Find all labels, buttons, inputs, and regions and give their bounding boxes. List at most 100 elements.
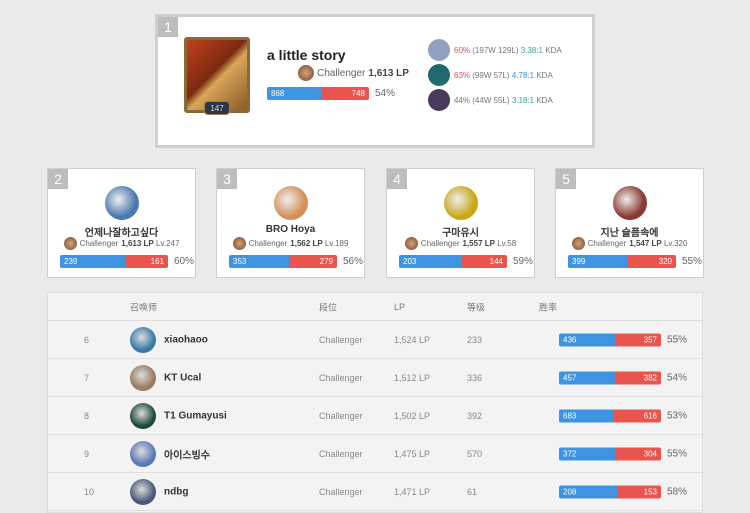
challenger-emblem-icon: [63, 237, 77, 250]
lp-value: 1,613 LP: [121, 239, 154, 248]
challenger-emblem-icon: [404, 237, 418, 250]
champion-record: (99W 57L): [472, 70, 510, 80]
player-card[interactable]: 3 BRO Hoya Challenger 1,562 LP Lv.189 35…: [216, 168, 365, 278]
player-card[interactable]: 5 지난 슬픔속에 Challenger 1,547 LP Lv.320 399…: [555, 168, 704, 278]
tier: Challenger: [319, 334, 363, 345]
level: 570: [467, 448, 483, 459]
champion-winrate: 63%: [454, 70, 471, 80]
losses: 748: [321, 87, 369, 100]
winrate: 53%: [667, 410, 688, 421]
level: Lv.247: [155, 239, 180, 248]
summoner-name[interactable]: KT Ucal: [164, 372, 202, 383]
wins: 208: [559, 485, 618, 498]
winrate: 58%: [667, 486, 688, 497]
profile-icon: [130, 478, 156, 505]
top-player-card[interactable]: 1 147 a little story Challenger 1,613 LP…: [155, 14, 595, 148]
level: 61: [467, 486, 478, 497]
level: 392: [467, 410, 483, 421]
tier: Challenger: [319, 448, 363, 459]
level: 233: [467, 334, 483, 345]
rank: 10: [84, 486, 95, 497]
profile-icon: [130, 364, 156, 391]
winrate: 55%: [667, 334, 688, 345]
level: Lv.189: [324, 239, 349, 248]
table-row[interactable]: 6 xiaohaoo Challenger 1,524 LP 233 436 3…: [48, 321, 702, 359]
winrate: 55%: [667, 448, 688, 459]
winrate: 59%: [513, 256, 534, 267]
wins: 399: [568, 255, 628, 268]
tier: Challenger: [319, 410, 363, 421]
losses: 153: [617, 485, 661, 498]
champion-stat: 60% (197W 129L) 3.38:1 KDA: [428, 39, 562, 61]
summoner-name[interactable]: 지난 슬픔속에: [600, 228, 659, 239]
level: Lv.320: [663, 239, 688, 248]
losses: 357: [615, 333, 661, 346]
challenger-emblem-icon: [571, 237, 585, 250]
wins: 457: [559, 371, 615, 384]
lp-value: 1,613 LP: [368, 67, 409, 79]
lp-value: 1,557 LP: [462, 239, 495, 248]
kda-label: KDA: [545, 45, 562, 55]
summoner-name[interactable]: ndbg: [164, 486, 189, 497]
rank-badge: 3: [217, 169, 237, 189]
table-row[interactable]: 8 T1 Gumayusi Challenger 1,502 LP 392 68…: [48, 397, 702, 435]
champion-winrate: 44%: [454, 95, 471, 105]
summoner-name[interactable]: 아이스빙수: [164, 450, 210, 461]
profile-icon: [274, 186, 308, 220]
ranking-table: 召唤师 段位 LP 等级 胜率 6 xiaohaoo Challenger 1,…: [47, 292, 703, 513]
player-card[interactable]: 4 구마유시 Challenger 1,557 LP Lv.58 203 144…: [386, 168, 535, 278]
winrate: 54%: [375, 88, 396, 99]
tier: Challenger: [319, 486, 363, 497]
champion-record: (197W 129L): [472, 45, 519, 55]
header-level: 等级: [467, 302, 486, 312]
wins: 353: [229, 255, 290, 268]
summoner-name[interactable]: 구마유시: [442, 228, 479, 239]
winloss-bar: 239 161: [60, 255, 168, 268]
summoner-name[interactable]: T1 Gumayusi: [164, 410, 227, 421]
table-header: 召唤师 段位 LP 等级 胜率: [48, 293, 702, 321]
champion-icon[interactable]: [428, 89, 450, 111]
summoner-name[interactable]: a little story: [267, 47, 346, 63]
wins: 372: [559, 447, 616, 460]
lp: 1,524 LP: [394, 334, 431, 345]
rank: 6: [84, 334, 90, 345]
profile-icon: [130, 402, 156, 429]
winloss-bar: 372 304: [559, 447, 661, 460]
tier-label: Challenger: [317, 67, 366, 79]
losses: 279: [289, 255, 337, 268]
winloss-bar: 436 357: [559, 333, 661, 346]
rank: 8: [84, 410, 90, 421]
level: 336: [467, 372, 483, 383]
kda-label: KDA: [536, 95, 553, 105]
kda-label: KDA: [536, 70, 553, 80]
header-summoner: 召唤师: [130, 302, 158, 312]
summoner-name[interactable]: xiaohaoo: [164, 334, 208, 345]
champion-record: (44W 55L): [472, 95, 510, 105]
summoner-name[interactable]: BRO Hoya: [265, 224, 316, 235]
champion-icon[interactable]: [428, 39, 450, 61]
header-winrate: 胜率: [539, 302, 558, 312]
lp: 1,471 LP: [394, 486, 431, 497]
wins: 239: [60, 255, 125, 268]
wins: 203: [399, 255, 463, 268]
wins: 868: [267, 87, 322, 100]
wins: 683: [559, 409, 613, 422]
winrate: 60%: [174, 256, 195, 267]
table-row[interactable]: 10 ndbg Challenger 1,471 LP 61 208 153 5…: [48, 473, 702, 511]
losses: 304: [615, 447, 661, 460]
level-badge: 147: [204, 101, 230, 115]
winloss-bar: 868 748: [267, 87, 369, 100]
profile-icon: [130, 440, 156, 467]
challenger-emblem-icon: [232, 237, 246, 250]
profile-icon: [130, 326, 156, 353]
losses: 382: [614, 371, 661, 384]
losses: 161: [124, 255, 168, 268]
table-row[interactable]: 9 아이스빙수 Challenger 1,475 LP 570 372 304 …: [48, 435, 702, 473]
winloss-bar: 353 279: [229, 255, 337, 268]
player-card[interactable]: 2 언제나잘하고싶다 Challenger 1,613 LP Lv.247 23…: [47, 168, 196, 278]
summoner-name[interactable]: 언제나잘하고싶다: [84, 228, 159, 239]
table-row[interactable]: 7 KT Ucal Challenger 1,512 LP 336 457 38…: [48, 359, 702, 397]
champion-icon[interactable]: [428, 64, 450, 86]
winrate: 56%: [343, 256, 364, 267]
champion-stat: 63% (99W 57L) 4.78:1 KDA: [428, 64, 553, 86]
